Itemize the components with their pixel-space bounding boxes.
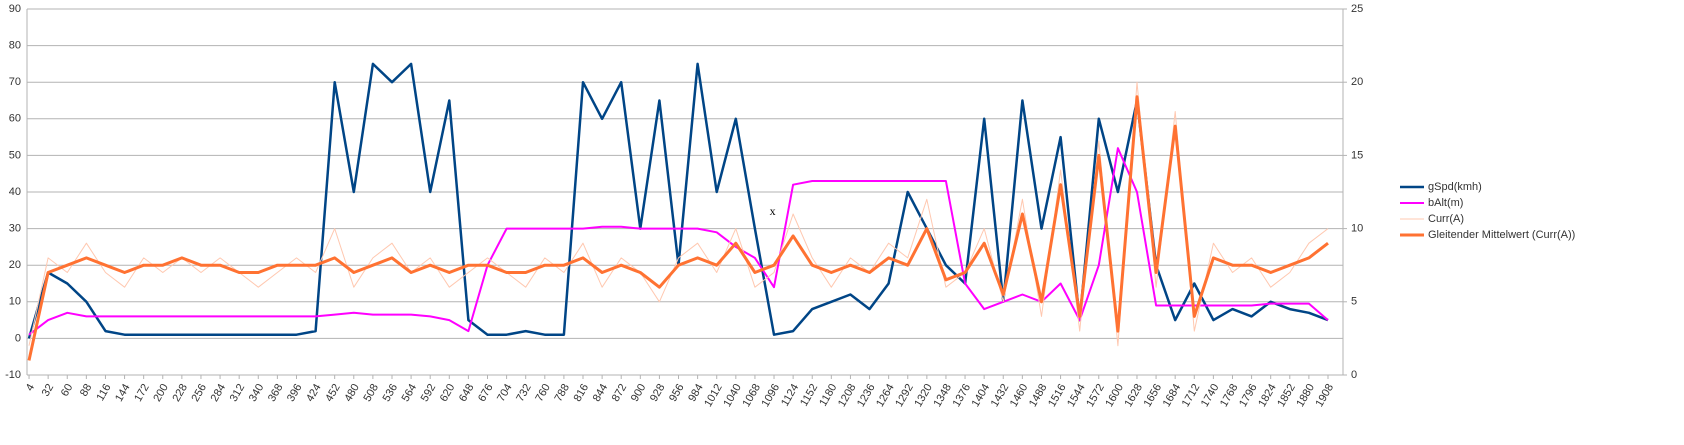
x-tick-label: 1348 [931, 382, 954, 409]
x-tick-label: 1768 [1218, 382, 1241, 409]
x-tick-label: 4 [24, 382, 37, 393]
x-tick-label: 452 [323, 382, 343, 404]
x-tick-label: 1124 [779, 382, 801, 408]
x-tick-label: 256 [190, 382, 210, 404]
x-tick-label: 200 [151, 382, 171, 404]
x-tick-label: 1320 [912, 382, 935, 409]
legend-label: gSpd(kmh) [1428, 181, 1482, 193]
legend-label: bAlt(m) [1428, 197, 1463, 209]
y2-tick-label: 0 [1351, 369, 1357, 381]
x-tick-label: 144 [113, 382, 133, 404]
x-tick-label: 1712 [1180, 382, 1203, 409]
series-line [27, 95, 1329, 361]
y-tick-label: 40 [9, 186, 21, 198]
y2-tick-label: 10 [1351, 223, 1363, 235]
x-tick-label: 760 [533, 382, 553, 404]
x-tick-label: 1404 [970, 382, 993, 409]
y-tick-label: 10 [9, 296, 21, 308]
y-tick-label: 0 [15, 332, 21, 344]
y2-tick-label: 5 [1351, 296, 1357, 308]
x-tick-label: 396 [285, 382, 305, 404]
x-tick-label: 620 [438, 382, 458, 404]
x-tick-label: 172 [132, 382, 152, 404]
y-tick-label: -10 [5, 369, 21, 381]
x-tick-label: 1376 [951, 382, 974, 409]
x-tick-label: 1880 [1294, 382, 1317, 409]
x-tick-label: 312 [228, 382, 248, 404]
x-tick-label: 1040 [721, 382, 744, 409]
x-tick-label: 1096 [760, 382, 783, 409]
x-tick-label: 508 [361, 382, 381, 404]
x-tick-label: 1628 [1122, 382, 1145, 409]
x-tick-label: 1012 [702, 382, 725, 409]
y2-tick-label: 20 [1351, 76, 1363, 88]
annotation: x [770, 204, 776, 218]
y-tick-label: 20 [9, 259, 21, 271]
x-tick-label: 1180 [817, 382, 839, 408]
x-tick-label: 1684 [1161, 382, 1184, 409]
x-tick-label: 1236 [855, 382, 878, 409]
x-tick-label: 1432 [989, 382, 1012, 409]
x-tick-label: 424 [304, 382, 324, 404]
legend: gSpd(kmh) bAlt(m) Curr(A) Gleitender Mittel… [1400, 181, 1575, 241]
x-tick-label: 1292 [893, 382, 916, 409]
x-tick-label: 1740 [1199, 382, 1222, 409]
y-tick-label: 80 [9, 40, 21, 52]
x-tick-label: 284 [209, 382, 229, 404]
legend-label: Curr(A) [1428, 213, 1464, 225]
x-tick-label: 1796 [1237, 382, 1260, 409]
x-tick-label: 1572 [1084, 382, 1107, 409]
x-tick-label: 340 [247, 382, 267, 404]
x-tick-label: 1656 [1142, 382, 1165, 409]
x-tick-label: 1544 [1065, 382, 1088, 409]
x-tick-label: 564 [400, 382, 420, 404]
x-tick-label: 928 [648, 382, 668, 404]
plot-area: x [27, 62, 1329, 361]
x-tick-label: 1152 [798, 382, 820, 408]
x-tick-label: 88 [78, 382, 95, 399]
x-tick-label: 676 [476, 382, 496, 404]
x-tick-label: 1600 [1103, 382, 1126, 409]
y-tick-label: 90 [9, 3, 21, 15]
x-tick-label: 900 [629, 382, 649, 404]
x-tick-label: 648 [457, 382, 477, 404]
x-tick-label: 1068 [740, 382, 763, 409]
y-tick-label: 70 [9, 76, 21, 88]
x-tick-label: 1264 [874, 382, 897, 409]
y2-tick-label: 15 [1351, 149, 1363, 161]
x-tick-label: 1852 [1275, 382, 1298, 409]
x-tick-label: 788 [552, 382, 572, 404]
x-tick-label: 368 [266, 382, 286, 404]
x-tick-label: 1908 [1313, 382, 1336, 409]
x-tick-label: 592 [419, 382, 439, 404]
x-tick-label: 116 [94, 382, 113, 403]
x-tick-label: 1824 [1256, 382, 1279, 409]
x-tick-label: 1460 [1008, 382, 1031, 409]
x-tick-label: 816 [572, 382, 592, 404]
x-tick-label: 1516 [1046, 382, 1069, 409]
x-tick-label: 704 [495, 382, 515, 404]
x-tick-label: 732 [514, 382, 534, 404]
legend-label: Gleitender Mittelwert (Curr(A)) [1428, 229, 1575, 241]
x-tick-label: 956 [667, 382, 687, 404]
x-tick-label: 60 [59, 382, 76, 399]
y-tick-label: 50 [9, 149, 21, 161]
x-tick-label: 536 [381, 382, 401, 404]
x-tick-label: 480 [342, 382, 362, 404]
series-line [28, 147, 1329, 336]
x-tick-label: 32 [40, 382, 57, 399]
x-tick-label: 1208 [836, 382, 859, 409]
x-tick-label: 1488 [1027, 382, 1050, 409]
x-tick-label: 844 [591, 382, 611, 404]
y-tick-label: 30 [9, 223, 21, 235]
y-tick-label: 60 [9, 113, 21, 125]
x-tick-label: 872 [610, 382, 630, 404]
x-tick-label: 228 [170, 382, 190, 404]
y2-tick-label: 25 [1351, 3, 1363, 15]
series-line [27, 62, 1329, 339]
